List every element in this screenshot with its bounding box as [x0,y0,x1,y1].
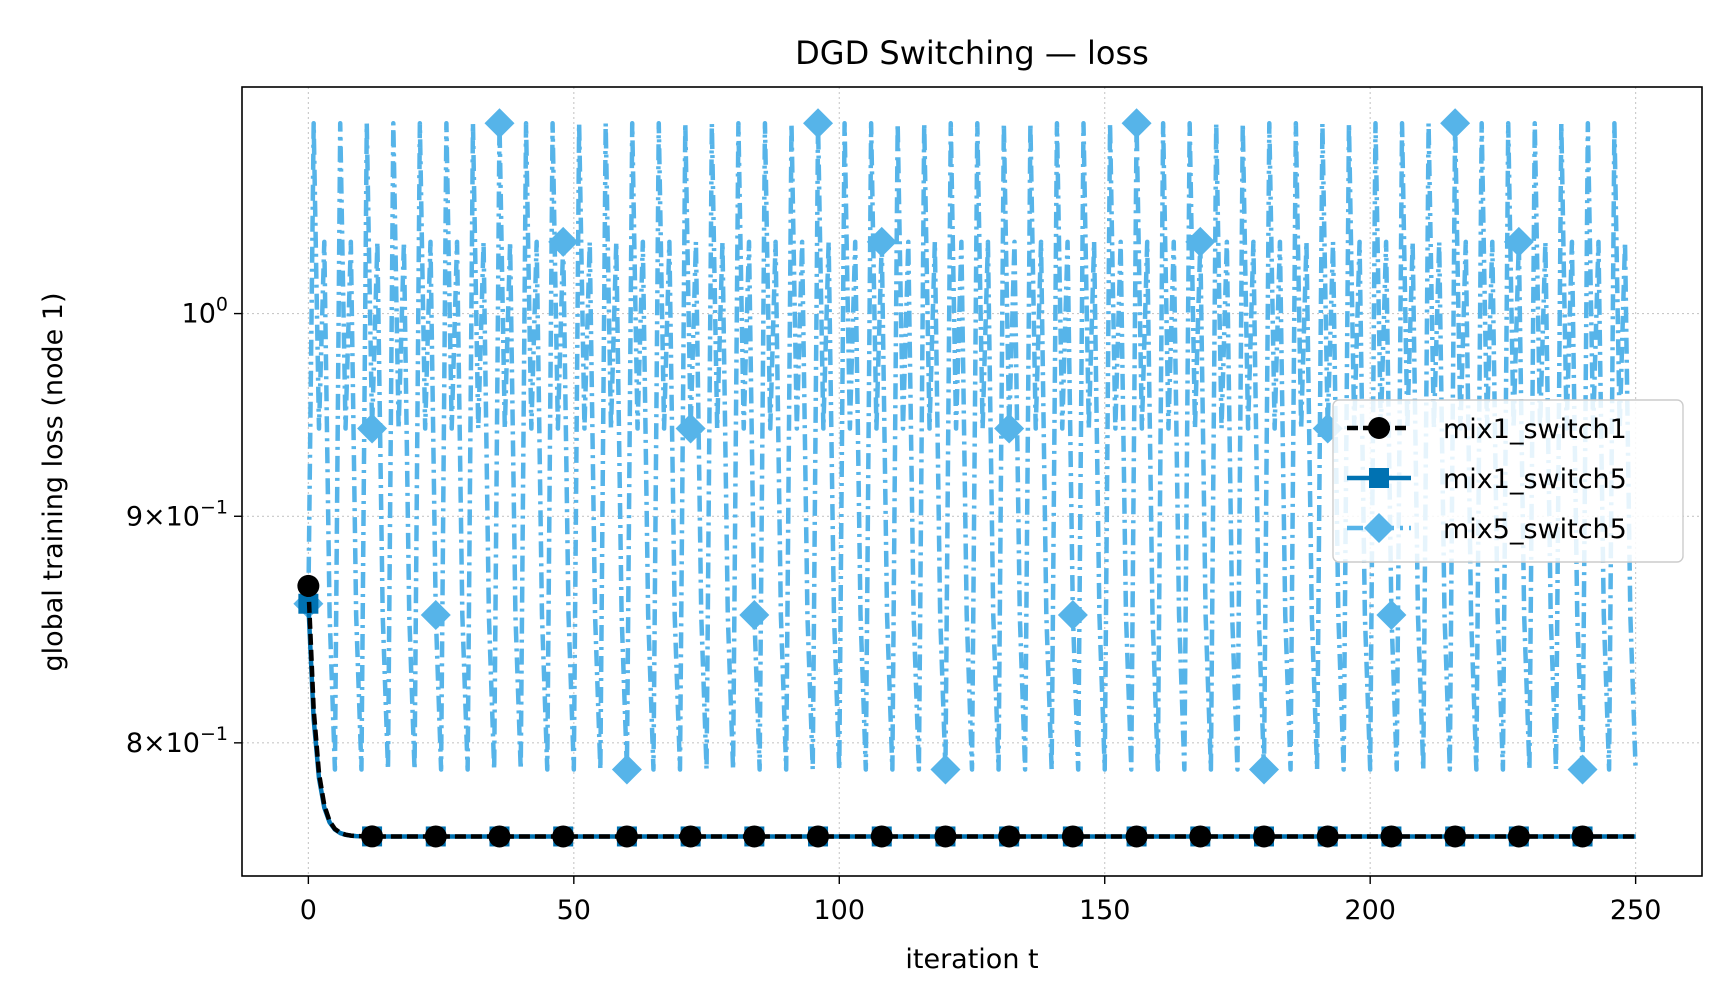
data-point [1440,108,1471,139]
x-ticks: 0 50 100 150 200 250 [300,876,1662,926]
plot-frame [241,86,1703,877]
series-line [306,121,1638,772]
data-point [1503,226,1534,257]
series-mix1_switch5 [298,593,1636,847]
legend-label: mix5_switch5 [1443,514,1627,545]
data-point [743,825,766,848]
legend-marker [1364,513,1394,543]
data-point [994,413,1025,444]
legend-box [1332,399,1684,563]
y-axis-label: global training loss (node 1) [38,292,69,671]
x-tick-label: 50 [557,895,591,926]
legend-marker [1368,417,1390,439]
data-point [870,825,893,848]
y-ticks: 8×10−1 9×10−1 100 [126,294,242,759]
legend-label: mix1_switch5 [1443,464,1627,495]
data-point [803,108,834,139]
series-mix1_switch1 [297,574,1636,848]
data-point [1121,108,1152,139]
data-point [420,599,451,630]
data-point [934,825,957,848]
data-point [552,825,575,848]
x-tick-label: 250 [1610,895,1662,926]
y-tick-label: 100 [182,294,228,330]
data-point [611,754,642,785]
data-point [1507,825,1530,848]
data-point [548,226,579,257]
series-line [306,585,1636,839]
data-point [488,825,511,848]
data-point [1249,754,1279,785]
data-point [424,825,447,848]
data-point [361,825,384,848]
data-point [1380,825,1403,848]
x-tick-label: 150 [1079,895,1131,926]
data-point [1061,825,1084,848]
y-tick-label: 9×10−1 [126,496,228,532]
data-point [998,825,1021,848]
data-point [1057,599,1088,630]
data-point [297,574,320,597]
data-point [930,754,961,785]
data-point [866,226,897,257]
data-point [807,825,830,848]
data-point [1444,825,1467,848]
data-point [675,413,706,444]
chart-title: DGD Switching — loss [795,34,1149,72]
data-point [615,825,638,848]
data-point [1316,825,1339,848]
series-layer [293,108,1638,848]
x-tick-label: 200 [1344,895,1396,926]
legend-item: mix5_switch5 [1347,513,1627,545]
data-point [1185,226,1216,257]
data-point [739,599,770,630]
data-point [1125,825,1148,848]
data-point [1376,599,1407,630]
data-point [1567,754,1598,785]
legend: mix1_switch1 mix1_switch5 mix5_switch5 [1332,399,1684,563]
data-point [679,825,702,848]
legend-item: mix1_switch1 [1347,414,1627,445]
data-point [1571,825,1594,848]
data-point [1189,825,1212,848]
x-tick-label: 0 [300,895,317,926]
x-tick-label: 100 [813,895,865,926]
legend-marker [1369,468,1389,488]
data-point [1253,825,1275,848]
y-tick-label: 8×10−1 [126,723,228,759]
x-axis-label: iteration t [905,944,1038,975]
legend-label: mix1_switch1 [1443,414,1627,445]
data-point [484,108,515,139]
legend-item: mix1_switch5 [1347,464,1627,495]
data-point [357,413,388,444]
